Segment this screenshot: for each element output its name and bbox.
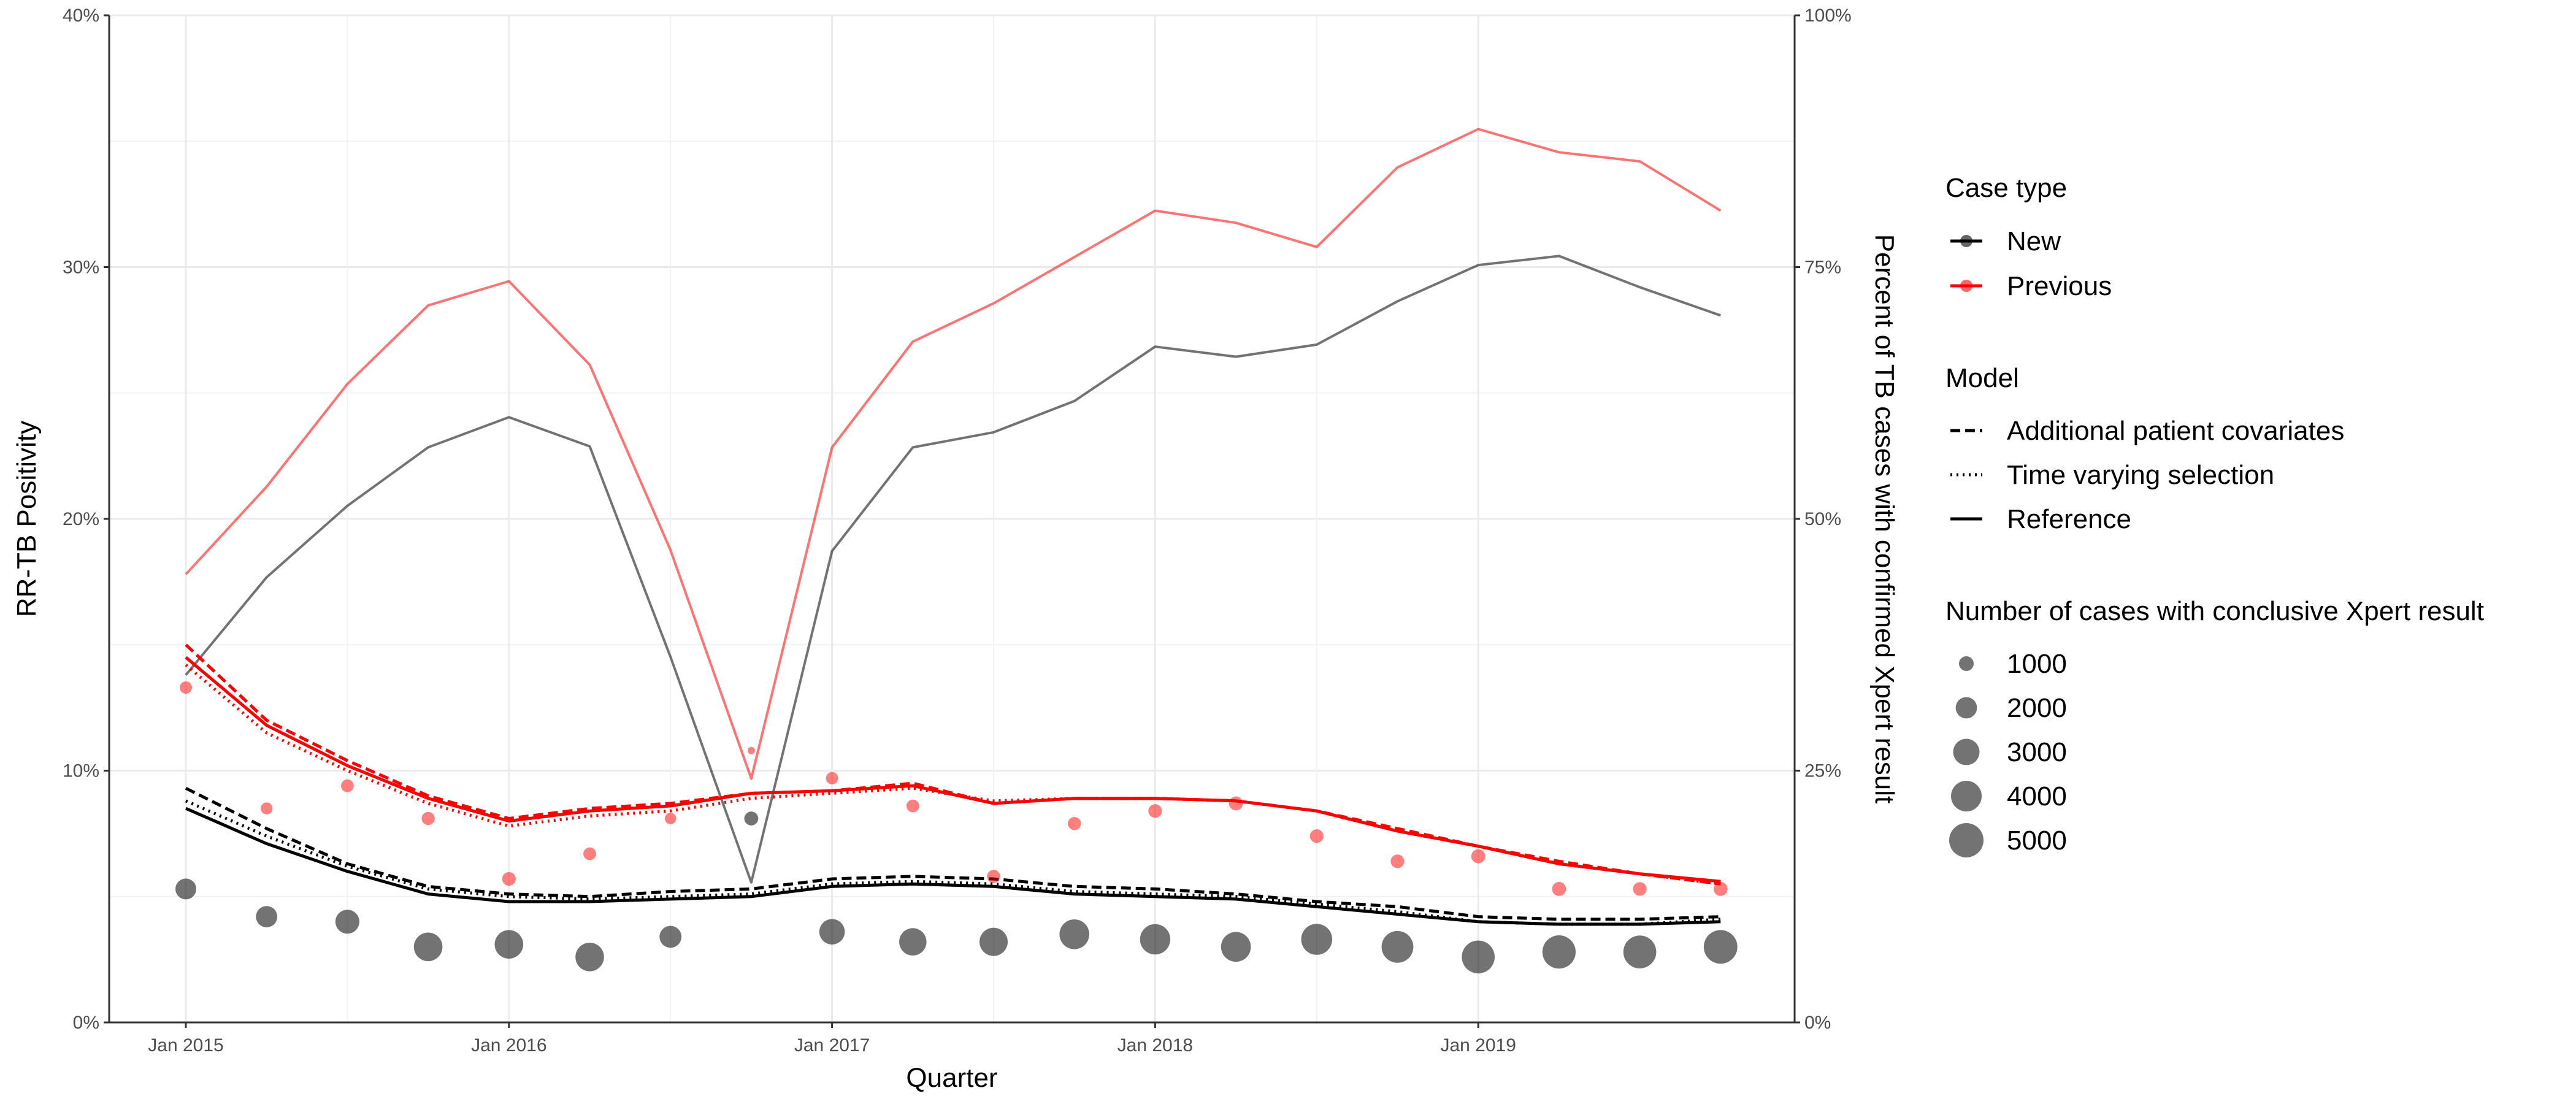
- x-tick-label: Jan 2016: [471, 1035, 546, 1056]
- y-tick-label: 10%: [63, 761, 99, 781]
- point-new-12: [1140, 924, 1171, 955]
- point-previous-4: [502, 872, 516, 886]
- legend-label-size-2000: 2000: [2007, 693, 2067, 723]
- point-new-13: [1221, 932, 1251, 962]
- legend: Case type New Previous Model Additional pati…: [1945, 173, 2484, 857]
- legend-key-size-1000: [1959, 656, 1974, 671]
- point-previous-19: [1713, 882, 1728, 896]
- point-previous-18: [1633, 882, 1647, 896]
- x-axis-title: Quarter: [906, 1063, 997, 1093]
- legend-label-size-5000: 5000: [2007, 826, 2067, 856]
- y2-tick-label: 25%: [1804, 761, 1841, 781]
- legend-key-size-5000: [1949, 823, 1984, 857]
- point-new-14: [1301, 924, 1333, 955]
- y-axis-title: RR-TB Positivity: [12, 421, 42, 617]
- point-previous-16: [1471, 849, 1485, 864]
- point-previous-3: [421, 811, 435, 826]
- legend-key-size-3000: [1953, 738, 1980, 765]
- point-previous-10: [987, 870, 1000, 883]
- model-positivity-lines: [185, 643, 1721, 926]
- point-new-1: [256, 906, 278, 927]
- point-new-10: [979, 927, 1008, 956]
- legend-key-size-2000: [1955, 697, 1977, 719]
- point-new-17: [1542, 935, 1576, 969]
- point-new-18: [1623, 935, 1657, 968]
- point-previous-6: [664, 813, 677, 824]
- legend-label-size-1000: 1000: [2007, 649, 2067, 679]
- point-previous-1: [261, 802, 273, 815]
- point-previous-15: [1390, 854, 1405, 868]
- legend-label-model-reference: Reference: [2007, 504, 2131, 534]
- legend-label-size-4000: 4000: [2007, 781, 2067, 811]
- point-previous-8: [826, 772, 838, 784]
- legend-label-model-time-varying-selection: Time varying selection: [2007, 460, 2274, 490]
- y2-tick-label: 100%: [1804, 6, 1852, 26]
- x-tick-label: Jan 2015: [148, 1035, 223, 1056]
- model-line-previous-reference: [185, 656, 1721, 883]
- x-tick-label: Jan 2019: [1440, 1035, 1516, 1056]
- legend-label-size-3000: 3000: [2007, 737, 2067, 767]
- xpert-confirmed-line-previous: [185, 128, 1722, 780]
- grid: [109, 14, 1795, 1024]
- legend-label-model-additional-patient-covariates: Additional patient covariates: [2007, 416, 2344, 446]
- point-previous-14: [1309, 829, 1324, 843]
- point-previous-7: [747, 746, 755, 754]
- point-previous-11: [1068, 817, 1081, 830]
- y-tick-label: 20%: [63, 509, 99, 529]
- observed-positivity-points: [175, 681, 1738, 974]
- model-line-previous-additional-patient-covariates: [185, 643, 1721, 886]
- point-previous-2: [341, 779, 354, 792]
- model-line-new-reference: [185, 807, 1721, 926]
- model-line-new-additional-patient-covariates: [185, 786, 1721, 921]
- xpert-confirmed-lines: [185, 128, 1722, 884]
- legend-title-model: Model: [1945, 363, 2019, 393]
- y-tick-label: 0%: [73, 1013, 99, 1033]
- point-new-2: [335, 910, 360, 934]
- point-previous-0: [180, 681, 192, 694]
- point-previous-5: [583, 847, 596, 861]
- point-new-7: [744, 811, 759, 826]
- point-previous-13: [1229, 796, 1243, 811]
- x-tick-label: Jan 2018: [1117, 1035, 1193, 1056]
- point-new-16: [1462, 940, 1495, 974]
- point-new-4: [494, 930, 524, 959]
- point-previous-17: [1552, 882, 1566, 896]
- legend-key-point-previous: [1960, 280, 1972, 292]
- model-line-previous-time-varying-selection: [185, 664, 1721, 886]
- legend-title-case-type: Case type: [1945, 173, 2067, 203]
- point-previous-12: [1148, 804, 1162, 818]
- legend-title-size: Number of cases with conclusive Xpert re…: [1945, 596, 2484, 626]
- y2-tick-label: 0%: [1804, 1013, 1831, 1033]
- xpert-confirmed-line-new: [185, 255, 1721, 884]
- legend-label-previous: Previous: [2007, 271, 2112, 301]
- x-tick-label: Jan 2017: [794, 1035, 870, 1056]
- point-new-9: [899, 928, 927, 956]
- point-new-3: [413, 932, 443, 962]
- y2-axis-title: Percent of TB cases with confirmed Xpert…: [1869, 234, 1899, 803]
- y-tick-label: 30%: [63, 258, 99, 278]
- y2-tick-label: 75%: [1804, 258, 1841, 278]
- legend-label-new: New: [2007, 226, 2061, 256]
- point-new-15: [1381, 930, 1414, 963]
- point-new-11: [1059, 919, 1089, 949]
- legend-key-size-4000: [1951, 781, 1982, 811]
- legend-key-point-new: [1960, 235, 1972, 247]
- axes: 0% 10% 20% 30% 40% 0% 25% 50% 75% 100% Jan 2015 Jan…: [12, 6, 1899, 1093]
- point-new-0: [175, 878, 196, 900]
- point-new-8: [819, 919, 845, 945]
- point-new-19: [1703, 930, 1738, 964]
- point-previous-9: [906, 799, 919, 813]
- y-tick-label: 40%: [63, 6, 99, 26]
- point-new-5: [575, 943, 604, 972]
- y2-tick-label: 50%: [1804, 509, 1841, 529]
- point-new-6: [659, 926, 682, 948]
